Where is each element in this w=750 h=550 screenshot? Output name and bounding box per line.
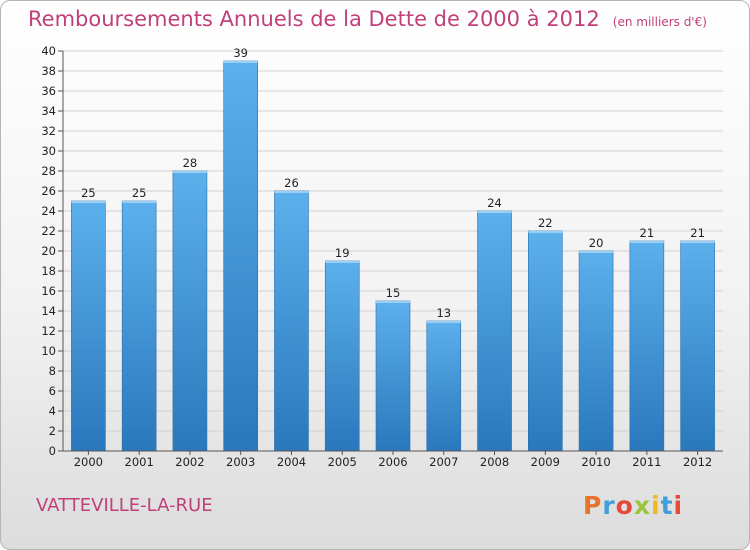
bar-2006[interactable]: [375, 300, 411, 452]
bar-highlight: [376, 301, 410, 303]
bar-2004[interactable]: [274, 190, 309, 452]
bar-2010[interactable]: [578, 250, 614, 452]
bar-highlight: [477, 211, 512, 213]
data-label: 21: [640, 226, 655, 240]
bar-2007[interactable]: [426, 320, 462, 452]
x-tick-label: 2010: [581, 455, 610, 469]
bar-highlight: [629, 241, 664, 243]
bar-highlight: [122, 201, 157, 203]
bar-2002[interactable]: [172, 170, 208, 452]
bar-2003[interactable]: [223, 60, 258, 452]
data-label: 39: [233, 46, 248, 60]
data-label: 25: [81, 186, 96, 200]
y-tick-label: 28: [41, 164, 56, 178]
y-tick-label: 8: [49, 364, 56, 378]
data-label: 20: [589, 236, 604, 250]
data-label: 24: [487, 196, 502, 210]
bar-2008[interactable]: [477, 210, 512, 452]
bar-highlight: [325, 261, 360, 263]
logo-letter: t: [660, 491, 674, 520]
x-tick-label: 2011: [632, 455, 661, 469]
y-tick-label: 18: [41, 264, 56, 278]
axis-layer: 0246810121416182022242628303234363840200…: [41, 44, 723, 469]
y-tick-label: 20: [41, 244, 56, 258]
x-tick-label: 2009: [531, 455, 560, 469]
y-tick-label: 2: [49, 424, 56, 438]
data-label: 13: [436, 306, 451, 320]
y-tick-label: 36: [41, 84, 56, 98]
x-tick-label: 2008: [480, 455, 509, 469]
y-tick-label: 6: [49, 384, 56, 398]
y-tick-label: 30: [41, 144, 56, 158]
logo-letter: i: [651, 491, 661, 520]
bar-highlight: [223, 61, 258, 63]
logo-letter: r: [602, 491, 616, 520]
x-tick-label: 2007: [429, 455, 458, 469]
y-tick-label: 34: [41, 104, 56, 118]
bar-2011[interactable]: [629, 240, 665, 452]
data-label: 28: [183, 156, 198, 170]
data-label: 25: [132, 186, 147, 200]
logo-letter: i: [673, 491, 684, 520]
proxiti-logo[interactable]: Proxiti: [583, 491, 683, 520]
x-tick-label: 2002: [175, 455, 204, 469]
y-tick-label: 38: [41, 64, 56, 78]
x-tick-label: 2006: [378, 455, 407, 469]
bar-highlight: [426, 321, 461, 323]
logo-letter: o: [615, 491, 634, 520]
chart-unit: (en milliers d'€): [612, 15, 707, 29]
bar-highlight: [274, 191, 309, 193]
bar-2009[interactable]: [528, 230, 563, 452]
chart-title: Remboursements Annuels de la Dette de 20…: [28, 7, 600, 31]
data-label: 26: [284, 176, 299, 190]
y-tick-label: 24: [41, 204, 56, 218]
bar-2005[interactable]: [324, 260, 360, 452]
data-label: 21: [690, 226, 705, 240]
y-tick-label: 0: [49, 444, 56, 458]
y-tick-label: 26: [41, 184, 56, 198]
x-tick-label: 2001: [125, 455, 154, 469]
x-tick-label: 2012: [683, 455, 712, 469]
bar-highlight: [579, 251, 614, 253]
y-tick-label: 10: [41, 344, 56, 358]
x-tick-label: 2005: [328, 455, 357, 469]
y-tick-label: 40: [41, 44, 56, 58]
commune-name: VATTEVILLE-LA-RUE: [36, 495, 213, 516]
y-tick-label: 4: [49, 404, 56, 418]
logo-letter: x: [633, 491, 651, 520]
bar-highlight: [528, 231, 563, 233]
bar-highlight: [172, 171, 207, 173]
y-tick-label: 14: [41, 304, 56, 318]
bar-layer: 25 25 28 39 26 19 15 13 24 22 20 21 21: [71, 46, 715, 452]
bar-highlight: [680, 241, 715, 243]
x-tick-label: 2000: [74, 455, 103, 469]
x-tick-label: 2003: [226, 455, 255, 469]
data-label: 19: [335, 246, 350, 260]
x-tick-label: 2004: [277, 455, 306, 469]
bar-2001[interactable]: [121, 200, 157, 452]
data-label: 15: [386, 286, 401, 300]
y-tick-label: 22: [41, 224, 56, 238]
y-tick-label: 32: [41, 124, 56, 138]
bar-highlight: [71, 201, 106, 203]
chart-title-block: Remboursements Annuels de la Dette de 20…: [28, 7, 707, 31]
logo-letter: P: [583, 491, 603, 520]
bar-2000[interactable]: [71, 200, 106, 452]
data-label: 22: [538, 216, 553, 230]
y-tick-label: 12: [41, 324, 56, 338]
y-tick-label: 16: [41, 284, 56, 298]
bar-2012[interactable]: [680, 240, 715, 452]
